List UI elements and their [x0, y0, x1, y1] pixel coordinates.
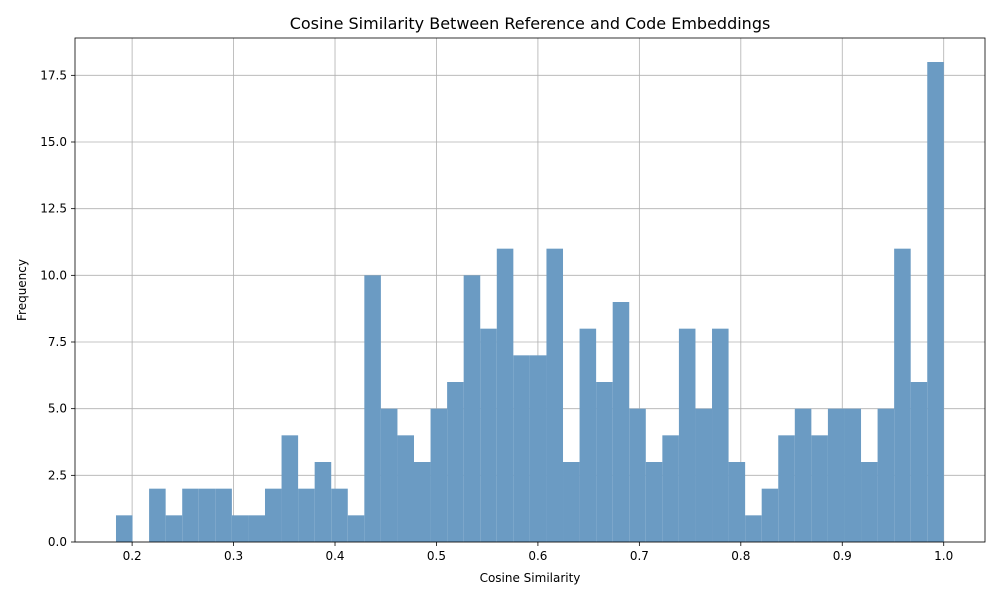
histogram-bar [513, 355, 530, 542]
histogram-bar [182, 488, 199, 542]
histogram-bar [281, 435, 299, 542]
histogram-bar [397, 435, 415, 542]
histogram-bar [414, 462, 431, 542]
histogram-bar [347, 515, 365, 542]
histogram-bar [778, 435, 795, 542]
histogram-bar [331, 488, 348, 542]
y-tick-label: 2.5 [48, 468, 67, 482]
histogram-bar [695, 408, 713, 542]
histogram-bar [811, 435, 828, 542]
histogram-bar [463, 275, 481, 542]
histogram-bar [728, 462, 746, 542]
histogram-bar [910, 382, 928, 542]
histogram-bar [827, 408, 845, 542]
plot-frame [74, 37, 986, 543]
x-tick-label: 0.3 [224, 549, 243, 563]
histogram-bar [149, 488, 166, 542]
ticks-layer: 0.2 0.3 0.4 0.5 0.6 0.7 0.8 0.9 1.0 0.0 2.5 5.0 7.5 1… [40, 68, 953, 563]
histogram-bar [579, 328, 597, 542]
x-tick-label: 0.5 [427, 549, 446, 563]
y-tick-label: 0.0 [48, 535, 67, 549]
y-tick-label: 15.0 [40, 135, 67, 149]
histogram-bar [314, 462, 332, 542]
histogram-bar [894, 248, 911, 542]
histogram-bar [745, 515, 762, 542]
x-tick-label: 1.0 [934, 549, 953, 563]
histogram-bar [612, 302, 630, 542]
histogram-bar [264, 488, 282, 542]
x-tick-label: 0.8 [731, 549, 750, 563]
histogram-bar [662, 435, 679, 542]
x-tick-label: 0.4 [325, 549, 344, 563]
histogram-bar [877, 408, 895, 542]
x-tick-label: 0.7 [630, 549, 649, 563]
histogram-bar [645, 462, 663, 542]
histogram-bar [248, 515, 265, 542]
histogram-bar [712, 328, 729, 542]
histogram-bar [844, 408, 862, 542]
y-tick-label: 5.0 [48, 402, 67, 416]
histogram-bar [927, 62, 944, 542]
histogram-bar [563, 462, 580, 542]
histogram-bar [596, 382, 613, 542]
histogram-bar [447, 382, 464, 542]
histogram-bar [529, 355, 547, 542]
axes-layer [74, 37, 986, 543]
histogram-bar [165, 515, 183, 542]
histogram-bar [546, 248, 564, 542]
histogram-bar [496, 248, 514, 542]
x-tick-label: 0.2 [123, 549, 142, 563]
histogram-bar [761, 488, 779, 542]
chart-title: Cosine Similarity Between Reference and … [290, 14, 771, 33]
y-tick-label: 7.5 [48, 335, 67, 349]
x-axis-label: Cosine Similarity [480, 571, 581, 585]
y-axis-label: Frequency [15, 259, 29, 321]
histogram-bar [364, 275, 381, 542]
y-tick-label: 12.5 [40, 202, 67, 216]
histogram-bar [380, 408, 398, 542]
histogram-bar [678, 328, 696, 542]
histogram-bar [861, 462, 878, 542]
histogram-bar [215, 488, 232, 542]
x-tick-label: 0.6 [528, 549, 547, 563]
y-tick-label: 17.5 [40, 68, 67, 82]
bars-layer [115, 62, 944, 542]
histogram-bar [231, 515, 249, 542]
x-tick-label: 0.9 [833, 549, 852, 563]
histogram-bar [298, 488, 315, 542]
histogram-bar [480, 328, 497, 542]
y-tick-label: 10.0 [40, 268, 67, 282]
grid-layer [75, 38, 985, 543]
histogram-bar [794, 408, 812, 542]
histogram-bar [629, 408, 646, 542]
histogram-bar [115, 515, 133, 542]
histogram-bar [198, 488, 216, 542]
histogram-bar [430, 408, 448, 542]
